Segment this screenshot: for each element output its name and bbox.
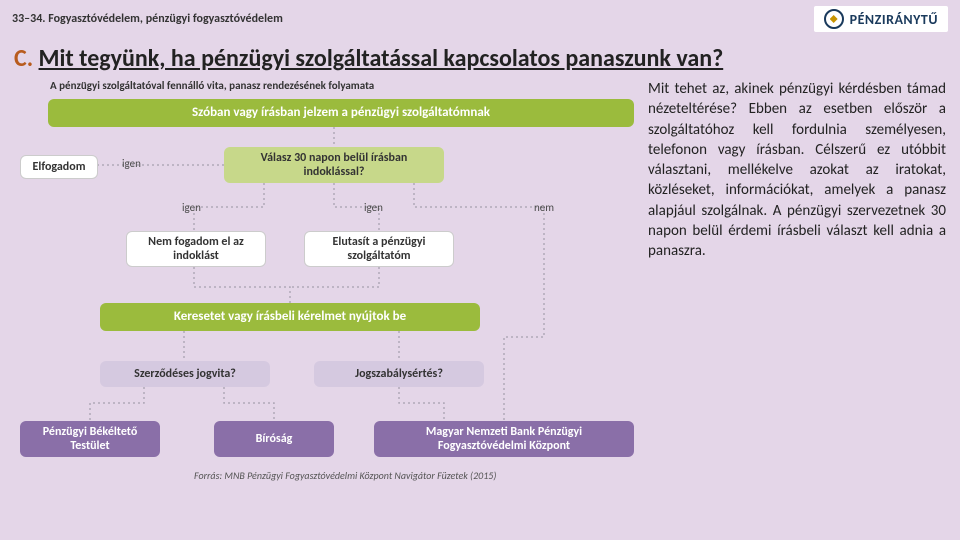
title-prefix: C. [14, 44, 39, 73]
flow-edge-6 [290, 267, 379, 287]
flow-node-q1: Szerződéses jogvita? [100, 361, 270, 387]
flow-node-out2: Bíróság [214, 421, 334, 457]
flow-node-out3: Magyar Nemzeti Bank Pénzügyi Fogyasztóvé… [374, 421, 634, 457]
flow-node-reject: Nem fogadom el az indoklást [126, 231, 266, 267]
flow-node-accept: Elfogadom [20, 155, 98, 179]
brand-name: PÉNZIRÁNYTŰ [850, 11, 938, 28]
flow-edge-9 [90, 387, 144, 421]
flow-edge-11 [399, 387, 444, 421]
flowchart-caption: A pénzügyi szolgáltatóval fennálló vita,… [14, 77, 634, 98]
header-bar: 33–34. Fogyasztóvédelem, pénzügyi fogyas… [0, 0, 960, 36]
flowchart: A pénzügyi szolgáltatóval fennálló vita,… [14, 77, 634, 497]
flow-edge-10 [224, 387, 274, 421]
flow-node-step1: Szóban vagy írásban jelzem a pénzügyi sz… [48, 99, 634, 127]
flow-node-q2: Jogszabálysértés? [314, 361, 484, 387]
flowchart-source: Forrás: MNB Pénzügyi Fogyasztóvédelmi Kö… [194, 469, 496, 482]
content-area: A pénzügyi szolgáltatóval fennálló vita,… [0, 77, 960, 497]
flow-edge-5 [194, 267, 290, 303]
flow-label-igen3: igen [364, 201, 383, 214]
brand-logo: PÉNZIRÁNYTŰ [814, 6, 948, 32]
breadcrumb: 33–34. Fogyasztóvédelem, pénzügyi fogyas… [12, 12, 283, 26]
flow-node-action: Keresetet vagy írásbeli kérelmet nyújtok… [100, 303, 480, 331]
compass-icon [824, 9, 844, 29]
flow-node-out1: Pénzügyi Békéltető Testület [20, 421, 160, 457]
title-text: Mit tegyünk, ha pénzügyi szolgáltatással… [39, 44, 724, 73]
flow-node-refuse: Elutasít a pénzügyi szolgáltatóm [304, 231, 454, 267]
page-title: C. Mit tegyünk, ha pénzügyi szolgáltatás… [0, 36, 960, 77]
flow-label-igen2: igen [182, 201, 201, 214]
flow-label-nem1: nem [534, 201, 554, 214]
paragraph: Mit tehet az, akinek pénzügyi kérdésben … [648, 77, 946, 497]
flow-node-step2: Válasz 30 napon belül írásban indoklássa… [224, 147, 444, 183]
flow-label-igen1: igen [122, 157, 141, 170]
flow-edge-2 [194, 183, 264, 231]
